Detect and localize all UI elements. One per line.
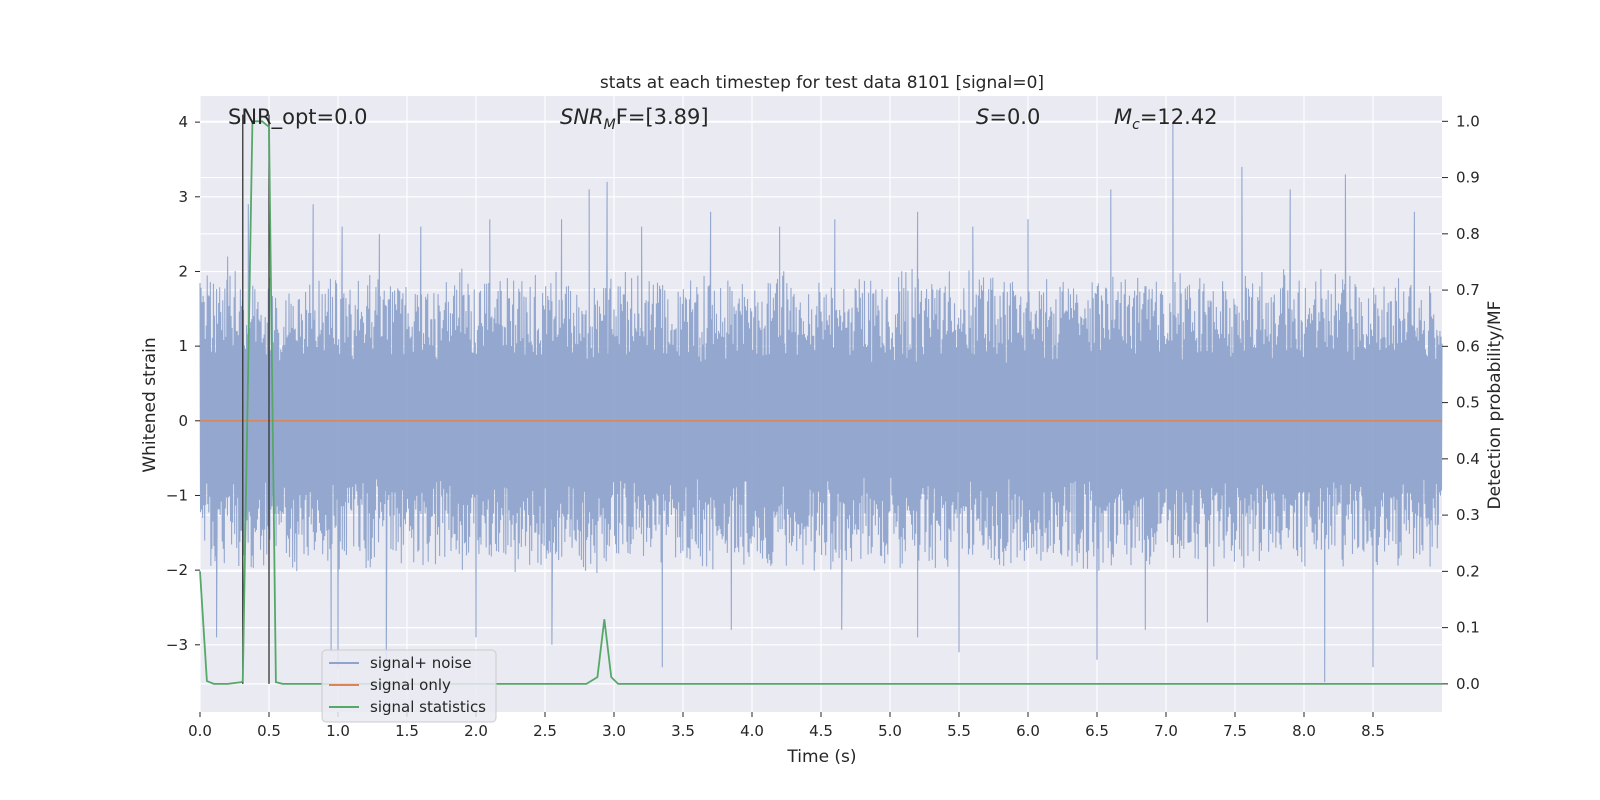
annotation-snr-mf-main: SNR — [560, 105, 604, 129]
signal-noise-line — [199, 122, 1443, 683]
y2-tick-label-4: 0.6 — [1456, 337, 1480, 355]
annotation-snr-mf-rest: F=[3.89] — [616, 105, 709, 129]
y-tick-label-3: 1 — [178, 337, 188, 355]
x-tick-label-9: 4.5 — [809, 722, 833, 740]
y2-tick-label-9: 0.1 — [1456, 619, 1480, 637]
marker-lines — [242, 114, 270, 684]
legend-label-signal-only: signal only — [370, 676, 451, 694]
x-tick-label-0: 0.0 — [188, 722, 212, 740]
x-tick-label-7: 3.5 — [671, 722, 695, 740]
y2-tick-label-6: 0.4 — [1456, 450, 1480, 468]
annotation-snr-mf-sub: M — [604, 117, 616, 133]
x-tick-label-14: 7.0 — [1154, 722, 1178, 740]
x-axis-ticks: 0.0 0.5 1.0 1.5 2.0 2.5 3.0 3.5 4.0 4.5 5.0 5.5 6.0 6… — [188, 712, 1385, 740]
x-tick-label-5: 2.5 — [533, 722, 557, 740]
x-tick-label-1: 0.5 — [257, 722, 281, 740]
x-tick-label-11: 5.5 — [947, 722, 971, 740]
chart-title: stats at each timestep for test data 810… — [600, 73, 1044, 93]
y-tick-label-1: 3 — [178, 188, 188, 206]
y2-tick-label-3: 0.7 — [1456, 281, 1480, 299]
x-tick-label-4: 2.0 — [464, 722, 488, 740]
x-tick-label-12: 6.0 — [1016, 722, 1040, 740]
legend-label-noise: signal+ noise — [370, 654, 472, 672]
annotation-mc-main: M — [1114, 105, 1132, 129]
y2-tick-label-8: 0.2 — [1456, 562, 1480, 580]
x-tick-label-2: 1.0 — [326, 722, 350, 740]
x-tick-label-15: 7.5 — [1223, 722, 1247, 740]
y-axis-ticks: 4 3 2 1 0 −1 −2 −3 — [166, 113, 200, 654]
annotation-mc-sub: c — [1132, 117, 1140, 133]
annotation-mc-rest: =12.42 — [1140, 105, 1218, 129]
y2-tick-label-10: 0.0 — [1456, 675, 1480, 693]
x-tick-label-10: 5.0 — [878, 722, 902, 740]
signal-noise-series — [199, 122, 1443, 683]
x-tick-label-17: 8.5 — [1361, 722, 1385, 740]
x-tick-label-13: 6.5 — [1085, 722, 1109, 740]
annotation-s: S=0.0 — [976, 105, 1040, 129]
annotation-snr-opt: SNR_opt=0.0 — [228, 105, 368, 130]
y-tick-label-4: 0 — [178, 412, 188, 430]
x-tick-label-8: 4.0 — [740, 722, 764, 740]
y2-axis-label: Detection probability/MF — [1485, 301, 1505, 510]
y-tick-label-2: 2 — [178, 262, 188, 280]
x-tick-label-3: 1.5 — [395, 722, 419, 740]
x-tick-label-16: 8.0 — [1292, 722, 1316, 740]
signal-statistics-line — [199, 120, 1442, 685]
y2-tick-label-2: 0.8 — [1456, 225, 1480, 243]
signal-statistics-series — [199, 120, 1442, 685]
y2-axis-ticks: 1.0 0.9 0.8 0.7 0.6 0.5 0.4 0.3 0.2 0.1 0.0 — [1442, 112, 1480, 693]
legend-label-statistics: signal statistics — [370, 698, 486, 716]
x-tick-label-6: 3.0 — [602, 722, 626, 740]
y-tick-label-0: 4 — [178, 113, 188, 131]
annotation-s-main: S — [976, 105, 989, 129]
y-tick-label-7: −3 — [166, 636, 188, 654]
y2-tick-label-5: 0.5 — [1456, 394, 1480, 412]
y-tick-label-6: −2 — [166, 561, 188, 579]
annotation-s-rest: =0.0 — [989, 105, 1040, 129]
annotation-snr-mf: SNRMF=[3.89] — [560, 105, 709, 133]
y-tick-label-5: −1 — [166, 486, 188, 504]
y2-tick-label-0: 1.0 — [1456, 112, 1480, 130]
y2-tick-label-1: 0.9 — [1456, 169, 1480, 187]
x-axis-label: Time (s) — [786, 747, 856, 767]
y-axis-label: Whitened strain — [140, 337, 160, 472]
y2-tick-label-7: 0.3 — [1456, 506, 1480, 524]
legend: signal+ noise signal only signal statist… — [321, 649, 497, 723]
annotation-mc: Mc=12.42 — [1114, 105, 1218, 133]
legend-box — [321, 649, 497, 723]
